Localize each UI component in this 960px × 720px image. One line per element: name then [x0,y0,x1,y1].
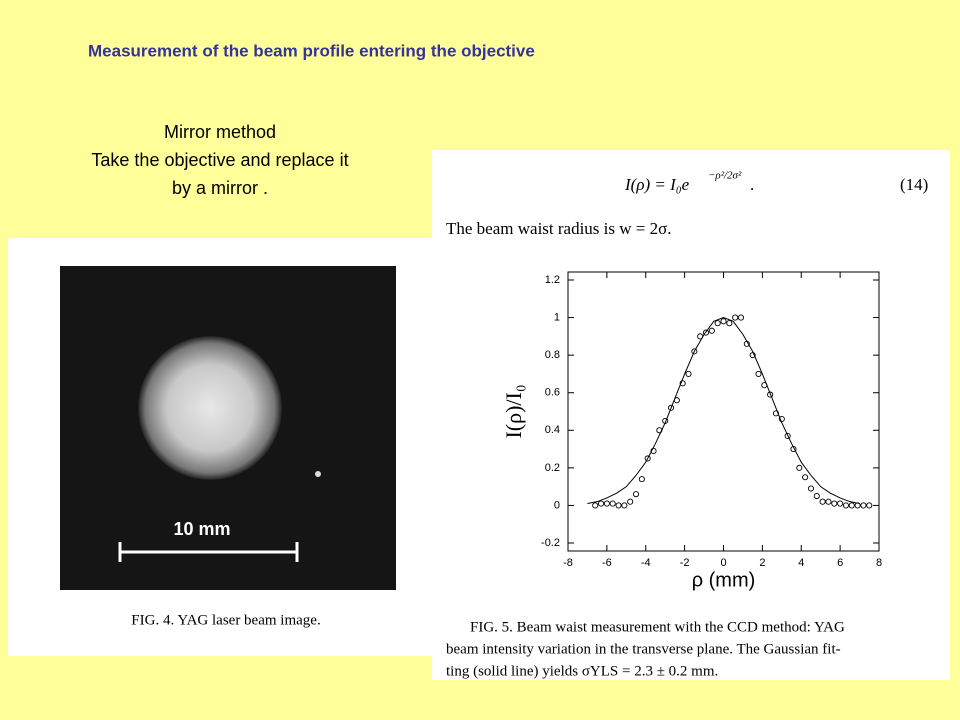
data-point [720,318,727,325]
data-point [737,314,745,321]
x-tick-label: -6 [602,557,612,569]
x-tick-label: 0 [720,557,726,569]
method-line: Take the objective and replace it [91,150,348,170]
data-point [807,485,815,492]
y-tick-label: 0.2 [545,462,560,474]
y-tick-label: 0.8 [545,349,560,361]
data-point [615,502,622,509]
data-point [708,327,715,334]
data-point [691,348,698,355]
x-tick-label: -8 [563,557,573,569]
data-point [597,500,605,507]
data-point [825,498,832,505]
equation-end: . [750,175,754,194]
data-point [644,455,651,462]
data-point [667,404,675,411]
data-point [767,391,774,398]
data-point [609,500,616,507]
y-tick-label: 1 [554,311,560,323]
x-tick-label: -2 [680,557,690,569]
figure5-panel [432,150,950,680]
data-point [685,370,692,377]
y-axis-label: I(ρ)/I₀ [501,384,526,438]
data-point [638,476,645,483]
data-point [650,447,657,455]
data-point [866,502,873,509]
data-point [802,474,809,481]
data-point [837,500,844,507]
data-point [632,491,640,498]
data-point [726,320,733,327]
y-tick-label: 0.6 [545,387,560,399]
data-point [848,502,855,509]
waist-text: The beam waist radius is w = 2σ. [446,219,672,238]
caption: FIG. 4. YAG laser beam image. [131,612,320,628]
caption: ting (solid line) yields σYLS = 2.3 ± 0.… [446,663,718,679]
x-tick-label: 2 [759,557,765,569]
data-point [796,464,803,471]
data-point [755,370,762,377]
data-point [714,320,721,327]
equation-number: (14) [900,175,928,194]
y-tick-label: -0.2 [541,537,560,549]
data-point [679,380,686,387]
beam-spot [138,336,282,480]
data-point [784,432,791,439]
data-point [702,329,710,336]
slide-title: Measurement of the beam profile entering… [88,41,535,60]
caption: beam intensity variation in the transver… [446,641,841,657]
data-point [831,500,838,507]
data-point [592,502,599,509]
x-tick-label: -4 [641,557,651,569]
caption: FIG. 5. Beam waist measurement with the … [470,619,845,635]
y-tick-label: 0.4 [545,424,560,436]
x-tick-label: 8 [876,557,882,569]
data-point [621,502,628,509]
x-axis-label: ρ (mm) [692,569,756,591]
data-point [842,502,850,509]
x-tick-label: 4 [798,557,804,569]
x-tick-label: 6 [837,557,843,569]
method-heading: Mirror method [164,122,276,142]
plot: -0.2 0 0.2 0.4 0.6 0.8 1 1.2 -8 -6 -4 -2 0 2 4 6 8 ρ (mm)… [501,271,882,591]
data-point [813,492,820,500]
y-tick-label: 0 [554,499,560,511]
equation-exponent: −ρ²/2σ² [708,170,742,182]
data-point [860,502,867,509]
method-line: by a mirror . [172,178,268,198]
data-point [627,498,634,505]
fit-line [587,317,860,505]
scale-bar [118,542,299,562]
data-point [819,498,826,505]
scale-label: 10 mm [173,519,230,539]
data-point [603,500,610,507]
y-tick-label: 1.2 [545,274,560,286]
speck [315,471,321,477]
data-point [732,314,739,321]
equation: I(ρ) = I₀e [624,175,690,194]
